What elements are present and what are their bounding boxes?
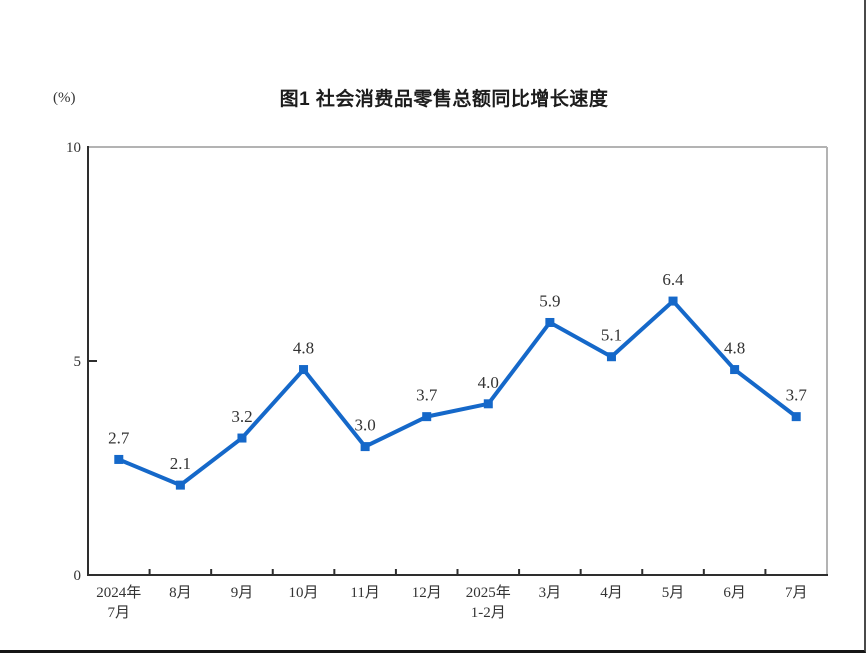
y-tick-label-0: 0 — [74, 568, 82, 584]
data-point-marker-1 — [175, 480, 185, 490]
data-point-marker-9 — [668, 296, 678, 306]
y-axis-unit-label: (%) — [53, 90, 76, 106]
y-tick-label-2: 10 — [66, 140, 81, 156]
value-label-5: 3.7 — [416, 386, 438, 405]
x-tick-label-0: 7月 — [108, 605, 131, 621]
value-label-3: 4.8 — [293, 339, 314, 358]
x-tick-label-6: 1-2月 — [471, 605, 506, 621]
data-point-marker-7 — [545, 317, 555, 327]
value-label-7: 5.9 — [539, 291, 560, 310]
value-label-6: 4.0 — [478, 373, 499, 392]
data-point-marker-8 — [606, 352, 616, 362]
value-label-10: 4.8 — [724, 339, 745, 358]
data-point-marker-6 — [483, 399, 493, 409]
x-tick-label-11: 7月 — [785, 585, 808, 601]
data-point-marker-11 — [791, 412, 801, 422]
value-label-1: 2.1 — [170, 454, 191, 473]
value-label-0: 2.7 — [108, 428, 130, 447]
x-tick-label-2: 9月 — [231, 585, 254, 601]
chart-title: 图1 社会消费品零售总额同比增长速度 — [279, 89, 609, 110]
x-tick-label-6: 2025年 — [466, 584, 511, 601]
x-tick-label-0: 2024年 — [96, 584, 141, 601]
data-point-marker-5 — [422, 412, 432, 422]
y-tick-label-1: 5 — [74, 354, 82, 370]
x-tick-label-1: 8月 — [169, 585, 192, 601]
x-tick-label-4: 11月 — [350, 585, 379, 601]
value-label-8: 5.1 — [601, 326, 622, 345]
x-tick-label-5: 12月 — [412, 585, 442, 601]
data-point-marker-0 — [114, 454, 124, 464]
value-label-2: 3.2 — [231, 407, 252, 426]
value-label-4: 3.0 — [355, 416, 376, 435]
x-tick-label-8: 4月 — [600, 585, 623, 601]
x-tick-label-10: 6月 — [723, 585, 746, 601]
value-label-11: 3.7 — [786, 386, 808, 405]
data-point-marker-2 — [237, 433, 247, 443]
line-series — [116, 299, 799, 488]
x-tick-label-7: 3月 — [539, 585, 562, 601]
data-point-marker-4 — [360, 442, 370, 452]
data-point-marker-10 — [730, 365, 740, 375]
value-label-9: 6.4 — [662, 270, 684, 289]
x-tick-label-9: 5月 — [662, 585, 685, 601]
x-tick-label-3: 10月 — [289, 585, 319, 601]
data-point-marker-3 — [299, 365, 309, 375]
